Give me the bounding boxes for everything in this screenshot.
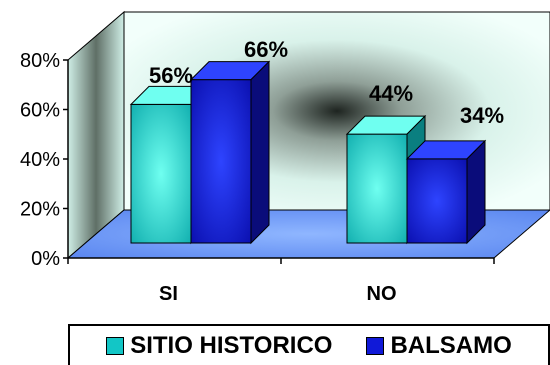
data-label: 66%: [244, 37, 288, 62]
bar-front: [190, 79, 252, 244]
data-label: 44%: [369, 81, 413, 106]
legend-item-sitio-historico: SITIO HISTORICO: [106, 332, 332, 360]
legend: SITIO HISTORICO BALSAMO: [68, 324, 550, 365]
category-label: SI: [159, 283, 178, 305]
data-label: 34%: [460, 103, 504, 128]
data-labels: 56% 44% 66% 34%: [149, 37, 504, 128]
y-tick-label: 80%: [20, 50, 60, 72]
bars: [129, 60, 487, 245]
y-axis-ticks: 0% 20% 40% 60% 80%: [20, 50, 495, 270]
y-tick-label: 60%: [20, 100, 60, 122]
legend-item-balsamo: BALSAMO: [366, 331, 512, 360]
legend-label: BALSAMO: [390, 331, 512, 359]
legend-swatch-sitio-historico: [106, 336, 125, 355]
x-axis-categories: SI NO: [159, 283, 396, 305]
bar-front: [346, 133, 408, 244]
y-tick-label: 20%: [20, 199, 60, 221]
category-label: NO: [367, 283, 397, 305]
y-tick-label: 40%: [20, 149, 60, 171]
legend-label: SITIO HISTORICO: [130, 331, 333, 359]
bar-front: [130, 103, 192, 244]
bar-side: [250, 60, 270, 245]
legend-swatch-balsamo: [366, 336, 385, 355]
bar-front: [406, 158, 468, 244]
bar-side: [466, 139, 486, 245]
y-tick-label: 0%: [31, 248, 60, 270]
data-label: 56%: [149, 63, 193, 88]
